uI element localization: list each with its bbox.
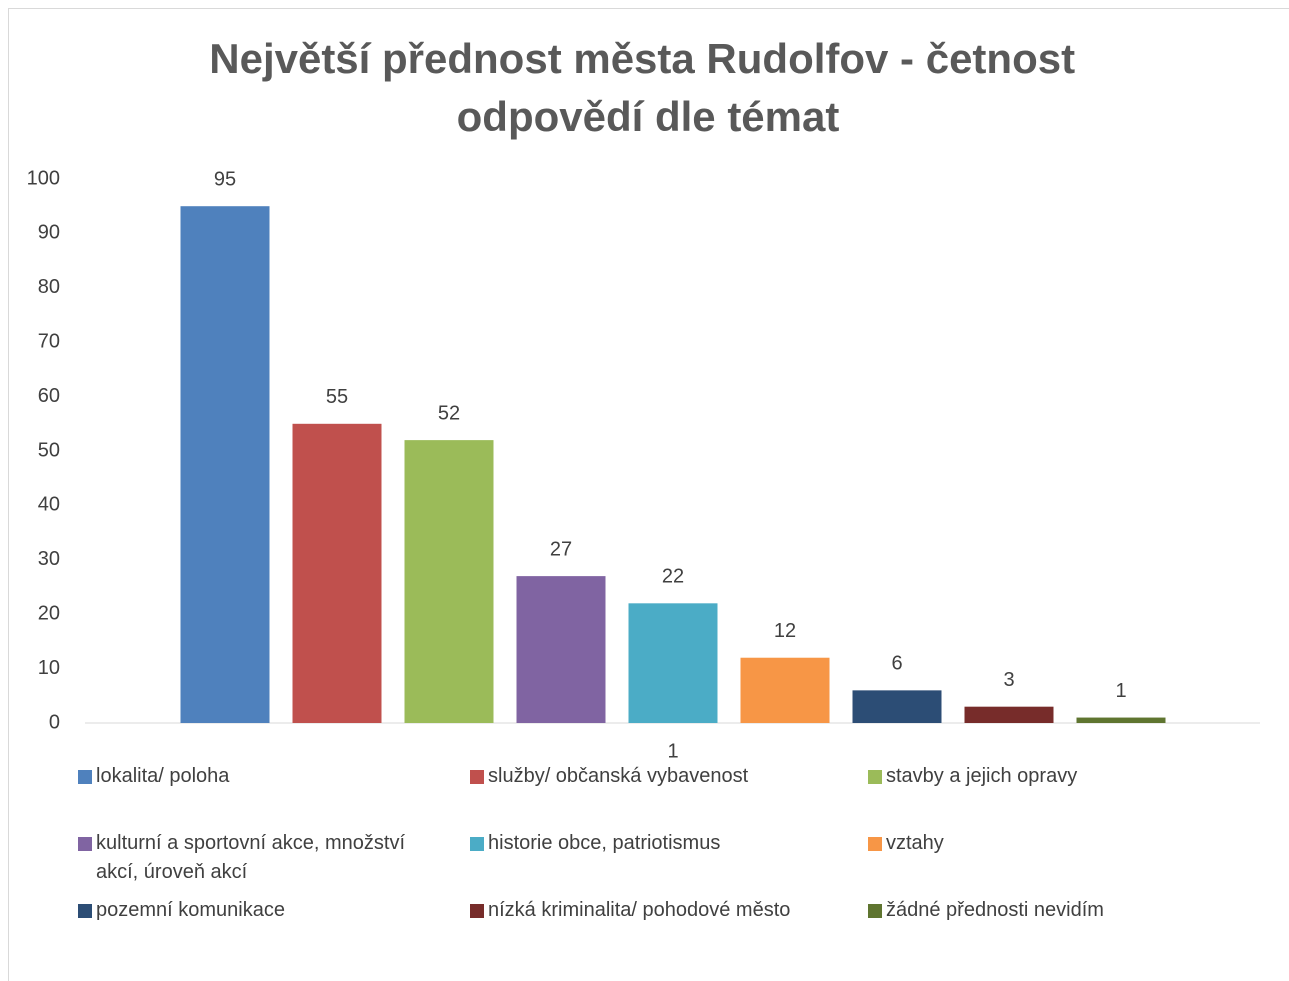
y-tick-label: 20 xyxy=(38,602,60,624)
data-label: 12 xyxy=(774,620,796,642)
legend-label: nízká kriminalita/ pohodové město xyxy=(488,899,790,921)
y-tick-label: 80 xyxy=(38,276,60,298)
legend-label: pozemní komunikace xyxy=(96,899,285,921)
bar xyxy=(180,206,270,723)
y-tick-label: 40 xyxy=(38,494,60,516)
legend-label: historie obce, patriotismus xyxy=(488,832,720,854)
legend-swatch xyxy=(470,904,484,918)
data-label: 3 xyxy=(1003,669,1014,691)
y-tick-label: 0 xyxy=(49,711,60,733)
data-label: 1 xyxy=(1115,680,1126,702)
y-tick-label: 60 xyxy=(38,385,60,407)
legend-label: kulturní a sportovní akce, množství akcí… xyxy=(96,832,411,883)
y-tick-label: 100 xyxy=(27,167,60,189)
bar xyxy=(852,690,942,723)
legend-label: služby/ občanská vybavenost xyxy=(488,765,749,787)
legend-swatch xyxy=(868,770,882,784)
legend-swatch xyxy=(868,837,882,851)
y-tick-label: 90 xyxy=(38,222,60,244)
bar xyxy=(740,657,830,723)
data-label: 55 xyxy=(326,386,348,408)
data-label: 22 xyxy=(662,566,684,588)
y-tick-label: 50 xyxy=(38,439,60,461)
x-tick-label: 1 xyxy=(667,740,678,762)
legend-swatch xyxy=(78,837,92,851)
y-tick-label: 70 xyxy=(38,330,60,352)
data-label: 52 xyxy=(438,402,460,424)
y-tick-label: 10 xyxy=(38,657,60,679)
legend-label: stavby a jejich opravy xyxy=(886,765,1077,787)
legend-swatch xyxy=(470,837,484,851)
bar xyxy=(1076,717,1166,723)
bar xyxy=(516,576,606,723)
legend-swatch xyxy=(78,770,92,784)
y-tick-label: 30 xyxy=(38,548,60,570)
bar xyxy=(628,603,718,723)
bar xyxy=(292,423,382,723)
chart-title: Největší přednost města Rudolfov - četno… xyxy=(209,35,1087,140)
legend-swatch xyxy=(868,904,882,918)
legend-swatch xyxy=(470,770,484,784)
bar xyxy=(964,706,1054,723)
data-label: 27 xyxy=(550,538,572,560)
legend-label: vztahy xyxy=(886,832,944,854)
chart-border xyxy=(8,8,1289,981)
legend-label: lokalita/ poloha xyxy=(96,765,230,787)
legend-label: žádné přednosti nevidím xyxy=(886,899,1104,921)
legend-swatch xyxy=(78,904,92,918)
data-label: 6 xyxy=(891,653,902,675)
data-label: 95 xyxy=(214,168,236,190)
bar xyxy=(404,440,494,723)
